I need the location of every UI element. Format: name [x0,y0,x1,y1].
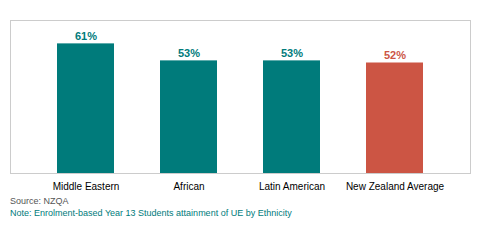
svg-text:53%: 53% [281,47,303,59]
svg-text:African: African [173,181,204,192]
svg-text:61%: 61% [75,30,97,42]
svg-text:53%: 53% [178,47,200,59]
html-text:Note: Enrolment-based Year 13: Note: Enrolment-based Year 13 Students a… [10,208,292,218]
svg-text:Latin American: Latin American [259,181,325,192]
svg-text:New Zealand Average: New Zealand Average [346,181,445,192]
html-text:Source: NZQA: Source: NZQA [10,196,69,206]
svg-text:52%: 52% [384,49,406,61]
svg-text:Middle Eastern: Middle Eastern [53,181,120,192]
